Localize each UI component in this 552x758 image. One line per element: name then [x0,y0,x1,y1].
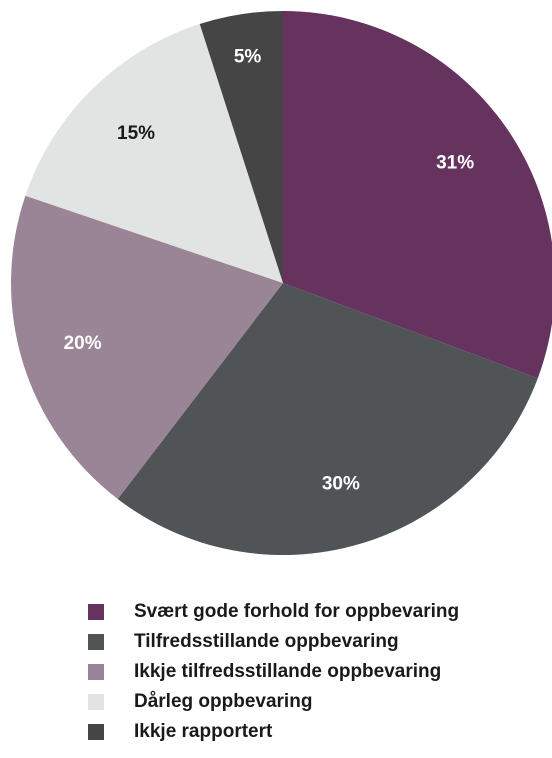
pie-slice-3 [10,195,284,500]
slice-label-1: 31% [436,153,474,174]
pie-labels: 31% 30% 20% 15% 5% [64,46,475,494]
legend-label: Svært gode forhold for oppbevaring [134,601,460,622]
pie-slice-4 [25,24,284,284]
legend-item-2: Tilfredsstillande oppbevaring [88,628,459,656]
pie-slice-1 [283,11,552,379]
legend-label: Dårleg oppbevaring [134,691,313,712]
slice-label-3: 20% [64,333,102,354]
legend-item-1: Svært gode forhold for oppbevaring [88,598,459,626]
slice-label-4: 15% [117,123,155,144]
pie-chart: 31% 30% 20% 15% 5% [10,11,552,556]
legend-swatch [88,604,104,620]
legend: Svært gode forhold for oppbevaring Tilfre… [88,598,459,748]
legend-swatch [88,724,104,740]
legend-item-3: Ikkje tilfredsstillande oppbevaring [88,658,459,686]
legend-swatch [88,634,104,650]
pie-slice-2 [117,283,538,556]
legend-swatch [88,664,104,680]
pie-slices [10,11,552,556]
legend-label: Ikkje tilfredsstillande oppbevaring [134,661,442,682]
legend-item-4: Dårleg oppbevaring [88,688,459,716]
slice-label-5: 5% [234,46,262,67]
legend-label: Tilfredsstillande oppbevaring [134,631,399,652]
legend-label: Ikkje rapportert [134,721,273,742]
pie-slice-5 [199,11,283,283]
slice-label-2: 30% [322,473,360,494]
legend-swatch [88,694,104,710]
legend-item-5: Ikkje rapportert [88,718,459,746]
